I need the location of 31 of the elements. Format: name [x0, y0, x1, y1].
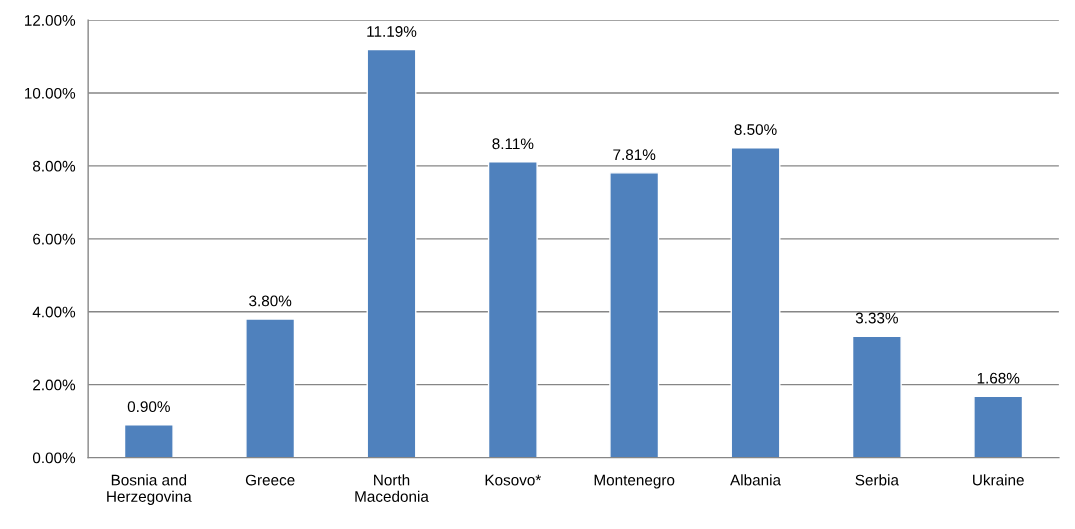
y-tick-label: 12.00%	[25, 14, 76, 26]
y-tick-label: 10.00%	[25, 87, 76, 99]
bar	[973, 395, 1024, 458]
x-tick-label: Ukraine	[973, 474, 1024, 486]
data-label: 7.81%	[613, 149, 656, 161]
data-label: 0.90%	[127, 401, 170, 413]
bar	[609, 172, 660, 458]
bar	[123, 424, 174, 458]
bar	[851, 335, 902, 458]
y-tick-label: 0.00%	[32, 452, 76, 464]
data-label: 3.80%	[249, 295, 292, 307]
y-tick-label: 2.00%	[33, 379, 76, 391]
data-label: 11.19%	[367, 26, 417, 37]
x-tick-label: Greece	[245, 474, 295, 486]
data-label: 8.50%	[734, 124, 777, 135]
bar	[245, 318, 296, 458]
x-tick-label: Albania	[730, 474, 782, 486]
bar	[366, 48, 417, 458]
data-label: 3.33%	[855, 312, 898, 324]
x-tick-label: North Macedonia	[355, 474, 429, 502]
bar	[730, 147, 781, 458]
data-label: 8.11%	[492, 138, 534, 150]
data-label: 1.68%	[977, 372, 1020, 384]
x-tick-label: Kosovo*	[485, 474, 542, 486]
x-tick-label: Montenegro	[594, 474, 675, 489]
y-tick-label: 6.00%	[33, 233, 76, 245]
x-tick-label: Serbia	[855, 474, 899, 486]
y-tick-label: 8.00%	[33, 160, 76, 172]
y-tick-label: 4.00%	[32, 306, 76, 318]
x-tick-label: Bosnia and Herzegovina	[107, 474, 192, 505]
bar	[487, 161, 538, 458]
